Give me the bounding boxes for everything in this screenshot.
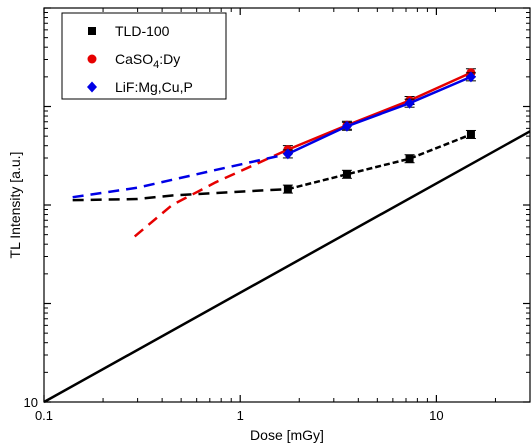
series-line: [287, 75, 472, 156]
data-point: [405, 154, 414, 163]
y-tick-label: 10: [24, 395, 38, 410]
x-tick-label: 10: [429, 408, 443, 423]
series-2: [72, 71, 476, 199]
data-point: [87, 81, 97, 93]
legend-item: TLD-100: [88, 23, 170, 39]
series-line: [287, 133, 472, 191]
x-tick-label: 1: [237, 408, 244, 423]
series-dashed-extrapolation: [133, 148, 289, 238]
data-point: [341, 120, 352, 132]
chart-marks: [43, 68, 531, 404]
y-tick-labels: 10: [24, 395, 38, 410]
series-0: [72, 129, 476, 202]
legend: TLD-100 CaSO4:Dy LiF:Mg,Cu,P: [61, 12, 227, 100]
data-point: [465, 71, 476, 83]
series-dashed-extrapolation: [72, 187, 288, 202]
data-point: [466, 130, 475, 139]
x-axis-label: Dose [mGy]: [250, 427, 324, 443]
legend-item: CaSO4:Dy: [87, 51, 180, 71]
series-1: [133, 68, 476, 238]
reference-line: [43, 130, 531, 404]
legend-label: TLD-100: [115, 23, 170, 39]
data-point: [404, 97, 415, 109]
data-point: [282, 148, 293, 160]
data-point: [87, 54, 97, 64]
x-tick-label: 0.1: [35, 408, 53, 423]
series-line: [287, 71, 472, 151]
legend-label: CaSO4:Dy: [115, 51, 180, 71]
axis-ticks: [43, 7, 531, 403]
data-point: [88, 27, 96, 35]
x-tick-labels: 0.1 1 10: [35, 408, 444, 423]
legend-label: LiF:Mg,Cu,P: [115, 79, 193, 95]
data-point: [342, 170, 351, 179]
legend-item: LiF:Mg,Cu,P: [87, 79, 193, 95]
data-point: [283, 185, 292, 194]
y-axis-label: TL Intensity [a.u.]: [7, 152, 23, 259]
